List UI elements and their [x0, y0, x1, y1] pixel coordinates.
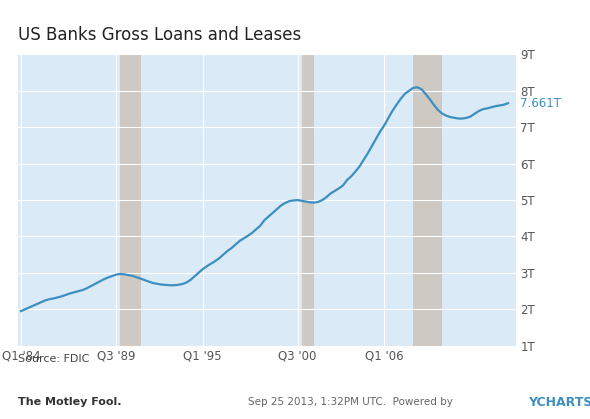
Bar — [301, 54, 314, 346]
Text: Sep 25 2013, 1:32PM UTC.  Powered by: Sep 25 2013, 1:32PM UTC. Powered by — [248, 397, 453, 407]
Text: YCHARTS: YCHARTS — [528, 396, 590, 409]
Bar — [413, 54, 442, 346]
Text: The Motley Fool.: The Motley Fool. — [18, 397, 121, 407]
Text: Source: FDIC: Source: FDIC — [18, 354, 89, 364]
Bar — [120, 54, 140, 346]
Text: 7.661T: 7.661T — [520, 97, 562, 110]
Text: US Banks Gross Loans and Leases: US Banks Gross Loans and Leases — [18, 26, 301, 44]
